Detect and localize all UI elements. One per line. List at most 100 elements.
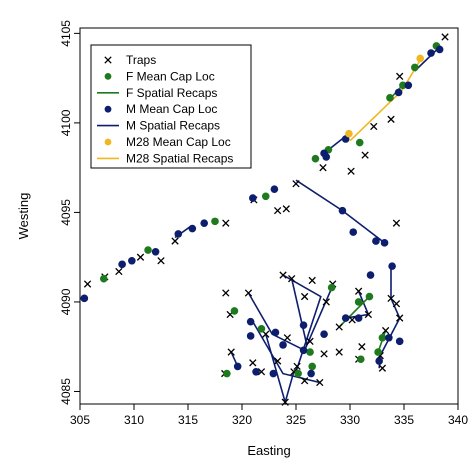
m-mean-cap-loc-point-29 (375, 357, 383, 365)
m-mean-cap-loc-point-5 (188, 224, 197, 233)
y-tick-label-3: 4100 (59, 109, 73, 136)
m-mean-cap-loc-point-0 (80, 294, 89, 303)
f-mean-cap-loc-point-3 (261, 192, 270, 201)
y-tick-label-2: 4095 (59, 199, 73, 226)
y-tick-label-0: 4085 (59, 378, 73, 405)
m-mean-cap-loc-point-28 (299, 346, 308, 355)
m-mean-cap-loc-point-10 (322, 153, 331, 161)
axes-layer (79, 27, 459, 405)
f-mean-cap-loc-point-22 (223, 369, 231, 378)
m-mean-cap-loc-point-23 (246, 332, 255, 340)
f-mean-cap-loc-point-21 (294, 369, 302, 378)
traps-point-37 (364, 310, 373, 319)
m-mean-cap-loc-point-30 (385, 333, 393, 342)
recap-line-16 (349, 57, 422, 142)
traps-point-4 (157, 257, 165, 265)
traps-point-22 (279, 271, 287, 279)
traps-point-21 (244, 289, 253, 297)
m-mean-cap-loc-point-31 (395, 337, 404, 346)
legend-label-m28-mean-cap-loc: M28 Mean Cap Loc (126, 135, 231, 149)
f-mean-cap-loc-point-16 (365, 292, 374, 301)
traps-point-8 (273, 206, 282, 215)
x-tick-label-1: 310 (124, 413, 144, 427)
legend-symbol-m28-mean-cap-loc (104, 138, 112, 146)
m28-mean-cap-loc-point-0 (345, 129, 353, 138)
traps-point-51 (378, 364, 387, 372)
recap-line-7 (303, 285, 334, 351)
legend-label-m-mean-cap-loc: M Mean Cap Loc (126, 102, 217, 116)
traps-point-15 (387, 115, 395, 123)
m-mean-cap-loc-point-13 (404, 81, 413, 90)
traps-point-25 (300, 292, 309, 301)
traps-point-40 (227, 348, 235, 356)
f-mean-cap-loc-point-19 (357, 355, 365, 364)
m-mean-cap-loc-point-33 (252, 367, 260, 376)
traps-point-41 (249, 359, 257, 367)
f-mean-cap-loc-point-20 (308, 362, 317, 371)
y-tick-label-1: 4090 (59, 288, 73, 315)
traps-point-26 (322, 298, 330, 306)
traps-point-48 (257, 368, 266, 376)
f-mean-cap-loc-point-11 (230, 307, 239, 315)
m-mean-cap-loc-point-17 (349, 228, 358, 236)
traps-point-5 (171, 237, 179, 245)
f-mean-cap-loc-point-12 (257, 325, 266, 333)
m-mean-cap-loc-point-16 (338, 206, 347, 215)
y-axis: 4085 4090 4095 4100 4105 (59, 20, 80, 405)
legend-label-traps: Traps (126, 53, 156, 67)
f-mean-cap-loc-point-1 (144, 246, 152, 254)
traps-point-44 (335, 348, 343, 356)
legend-label-m28-spatial-recaps: M28 Spatial Recaps (126, 151, 233, 165)
recap-line-6 (290, 278, 308, 346)
traps-point-24 (308, 276, 316, 285)
m-mean-cap-loc-point-4 (174, 230, 183, 238)
traps-point-45 (358, 343, 366, 351)
traps-point-39 (396, 314, 404, 322)
legend-symbol-traps (104, 56, 112, 64)
m28-mean-cap-loc-point-1 (416, 54, 425, 63)
traps-point-43 (293, 362, 301, 371)
m-mean-cap-loc-point-6 (200, 219, 208, 227)
f-mean-cap-loc-point-4 (311, 154, 320, 163)
traps-point-9 (282, 205, 290, 213)
traps-point-18 (392, 219, 401, 227)
m-mean-cap-loc-point-24 (271, 328, 280, 337)
legend-label-m-spatial-recaps: M Spatial Recaps (126, 119, 220, 133)
legend-symbol-f-mean-cap-loc (104, 73, 112, 80)
f-mean-cap-loc-point-9 (411, 63, 419, 72)
m-mean-cap-loc-point-35 (307, 369, 315, 378)
m-mean-cap-loc-point-18 (372, 237, 380, 245)
points-layer (80, 33, 449, 406)
traps-point-11 (319, 163, 327, 172)
plot-frame (79, 27, 459, 405)
traps-point-54 (300, 377, 309, 385)
traps-point-42 (273, 357, 282, 365)
traps-point-35 (335, 323, 343, 331)
f-mean-cap-loc-point-15 (354, 298, 363, 306)
f-mean-cap-loc-point-6 (355, 138, 364, 147)
traps-point-12 (347, 167, 355, 175)
m-mean-cap-loc-point-26 (279, 341, 287, 349)
traps-point-3 (136, 253, 145, 261)
m-mean-cap-loc-point-20 (388, 262, 396, 270)
traps-point-36 (348, 316, 356, 324)
traps-point-16 (396, 72, 404, 81)
f-mean-cap-loc-point-13 (306, 348, 314, 356)
traps-point-2 (115, 267, 123, 276)
m-mean-cap-loc-point-21 (366, 271, 375, 279)
m-mean-cap-loc-point-32 (233, 362, 242, 371)
x-tick-label-5: 330 (340, 413, 360, 427)
f-mean-cap-loc-point-14 (327, 283, 336, 292)
traps-point-13 (361, 151, 369, 159)
traps-point-6 (222, 219, 230, 227)
f-mean-cap-loc-point-0 (99, 274, 108, 283)
traps-point-30 (392, 300, 401, 308)
x-tick-label-4: 325 (286, 413, 306, 427)
traps-point-17 (441, 33, 449, 41)
y-axis-title: Westing (16, 193, 31, 240)
y-tick-label-4: 4105 (59, 20, 73, 47)
traps-point-10 (292, 180, 300, 188)
traps-point-0 (83, 280, 92, 288)
m-mean-cap-loc-point-14 (427, 49, 435, 57)
